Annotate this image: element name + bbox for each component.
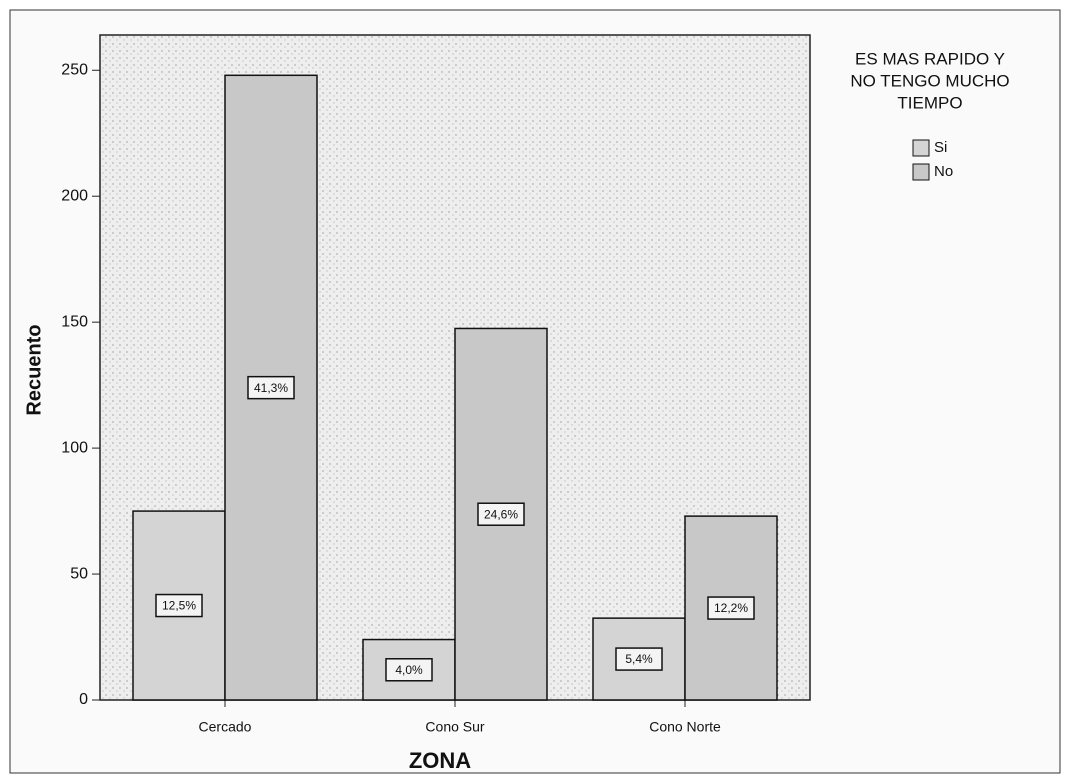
legend-label: Si: [934, 139, 947, 156]
legend-title: ES MAS RAPIDO Y: [855, 49, 1005, 68]
data-label: 41,3%: [254, 381, 288, 395]
data-label: 24,6%: [484, 507, 518, 521]
y-tick-label: 50: [70, 565, 88, 582]
y-tick-label: 150: [61, 313, 88, 330]
data-label-box: [707, 596, 755, 620]
legend-title: NO TENGO MUCHO: [850, 71, 1009, 90]
legend-swatch: [912, 163, 930, 181]
legend-label: No: [934, 163, 953, 180]
x-axis-title: ZONA: [409, 748, 471, 773]
data-label: 12,2%: [714, 601, 748, 615]
y-tick-label: 0: [79, 691, 88, 708]
x-tick-label: Cono Sur: [425, 719, 484, 735]
x-tick-label: Cono Norte: [649, 719, 721, 735]
data-label-box: [385, 658, 433, 682]
y-tick-label: 250: [61, 61, 88, 78]
data-label-box: [477, 502, 525, 526]
data-label: 12,5%: [162, 599, 196, 613]
data-label-box: [247, 375, 295, 400]
data-label-box: [155, 593, 203, 618]
legend-swatch: [912, 139, 930, 157]
legend-title: TIEMPO: [897, 93, 962, 112]
y-tick-label: 200: [61, 187, 88, 204]
y-tick-label: 100: [61, 439, 88, 456]
x-tick-label: Cercado: [199, 719, 252, 735]
data-label: 4,0%: [395, 663, 423, 677]
data-label-box: [615, 647, 663, 671]
data-label: 5,4%: [625, 652, 653, 666]
y-axis-title: Recuento: [23, 324, 45, 415]
